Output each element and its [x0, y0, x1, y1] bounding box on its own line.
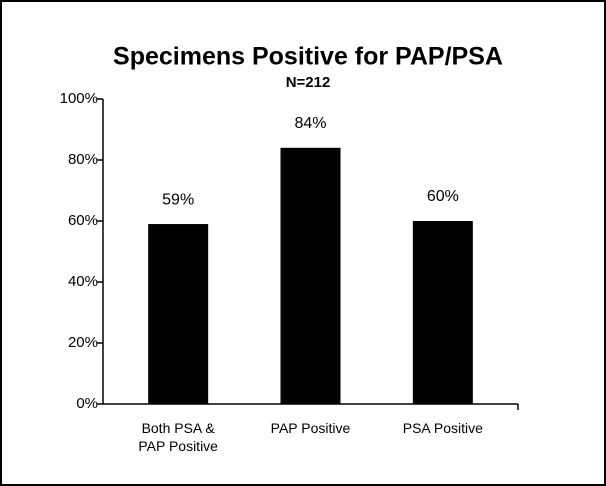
x-tick-label: PAP Positive	[270, 420, 351, 436]
chart-title: Specimens Positive for PAP/PSA	[113, 43, 503, 71]
x-tick-label: Both PSA & PAP Positive	[138, 420, 218, 454]
y-tick-label: 60%	[68, 212, 98, 229]
y-tick-label: 100%	[60, 90, 98, 107]
x-tick-label: PSA Positive	[402, 420, 483, 436]
y-tick-label: 0%	[76, 395, 98, 412]
value-label: 60%	[427, 188, 459, 205]
bar	[280, 147, 341, 405]
value-label: 84%	[294, 115, 326, 132]
value-label: 59%	[162, 191, 194, 208]
y-tick-label: 40%	[68, 273, 98, 290]
chart-subtitle: N=212	[286, 74, 331, 91]
bar	[412, 221, 473, 404]
y-tick-label: 20%	[68, 334, 98, 351]
y-tick-label: 80%	[68, 151, 98, 168]
bar	[148, 224, 209, 404]
